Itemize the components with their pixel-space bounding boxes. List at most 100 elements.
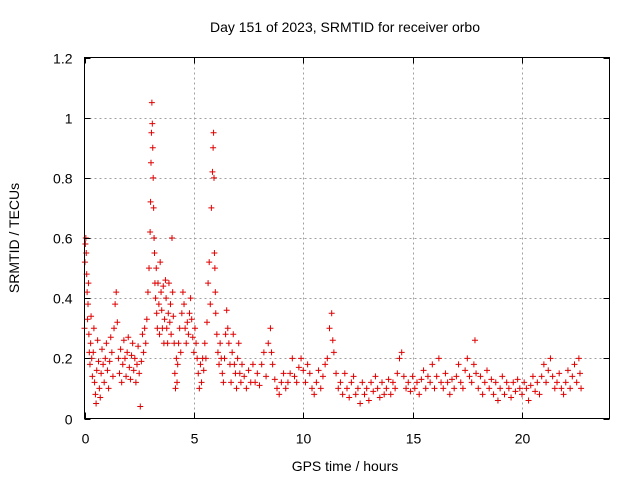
data-point: [108, 349, 115, 356]
data-point: [352, 391, 359, 398]
data-point: [514, 376, 521, 383]
data-point: [118, 379, 125, 386]
data-point: [94, 337, 101, 344]
data-point: [551, 385, 558, 392]
data-point: [484, 367, 490, 374]
data-point: [205, 280, 212, 287]
data-point: [158, 307, 165, 314]
data-point: [346, 394, 353, 401]
data-point: [228, 379, 235, 386]
data-point: [554, 379, 560, 386]
data-point: [313, 379, 320, 386]
data-point: [93, 400, 100, 407]
data-point: [208, 204, 215, 211]
data-point: [525, 397, 532, 404]
data-point: [183, 340, 190, 347]
data-point: [196, 385, 203, 392]
data-point: [194, 355, 201, 362]
data-point: [291, 373, 298, 380]
data-point: [501, 391, 508, 398]
data-point: [119, 361, 126, 368]
data-point: [363, 385, 370, 392]
data-point: [164, 340, 171, 347]
data-point: [120, 337, 127, 344]
data-point: [85, 280, 92, 287]
data-point: [523, 385, 530, 392]
data-point: [182, 325, 189, 332]
data-point: [171, 370, 178, 377]
data-point: [486, 385, 493, 392]
data-point: [212, 310, 219, 317]
data-point: [540, 361, 547, 368]
data-point: [153, 265, 160, 272]
data-point: [361, 391, 368, 398]
data-point: [575, 355, 582, 362]
data-point: [162, 277, 169, 284]
data-point: [503, 379, 510, 386]
data-point: [85, 301, 91, 308]
data-point: [459, 385, 466, 392]
data-point: [567, 385, 574, 392]
data-point: [471, 337, 478, 344]
data-point: [260, 349, 267, 356]
data-point: [148, 129, 155, 136]
data-point: [96, 385, 103, 392]
data-point: [117, 346, 124, 353]
data-point: [157, 259, 164, 266]
data-point: [302, 379, 309, 386]
data-point: [241, 373, 248, 380]
data-point: [324, 355, 331, 362]
data-point: [211, 265, 218, 272]
data-point: [197, 361, 204, 368]
data-point: [254, 370, 261, 377]
data-point: [213, 331, 220, 338]
data-point: [111, 325, 118, 332]
data-point: [499, 373, 506, 380]
data-point: [127, 376, 134, 383]
data-point: [105, 385, 112, 392]
data-point: [330, 349, 337, 356]
data-point: [385, 376, 392, 383]
data-point: [481, 379, 488, 386]
data-point: [201, 340, 208, 347]
data-point: [512, 388, 519, 395]
data-point: [455, 361, 462, 368]
data-point: [170, 313, 177, 320]
data-point: [252, 379, 259, 386]
data-point: [149, 144, 156, 151]
data-point: [125, 334, 132, 341]
data-point: [407, 388, 414, 395]
data-point: [132, 379, 139, 386]
y-tick-label: 0.4: [53, 291, 73, 307]
data-point: [516, 385, 523, 392]
data-point: [184, 319, 191, 326]
data-point: [210, 129, 217, 136]
data-point: [268, 349, 275, 356]
data-point: [195, 370, 202, 377]
data-point: [90, 349, 97, 356]
data-point: [177, 349, 184, 356]
data-point: [230, 331, 237, 338]
data-point: [282, 385, 289, 392]
data-point: [112, 301, 119, 308]
data-point: [422, 385, 429, 392]
chart-title: Day 151 of 2023, SRMTID for receiver orb…: [210, 19, 480, 35]
data-point: [545, 367, 552, 374]
data-point: [82, 241, 89, 248]
data-point: [175, 340, 182, 347]
data-point: [573, 379, 580, 386]
y-axis-label: SRMTID / TECUs: [6, 183, 22, 293]
data-point: [166, 319, 173, 326]
data-point: [219, 370, 226, 377]
data-point: [258, 361, 265, 368]
data-point: [326, 325, 333, 332]
data-point: [357, 400, 364, 407]
data-point: [100, 361, 107, 368]
data-point: [181, 301, 188, 308]
data-point: [527, 382, 534, 389]
data-point: [289, 355, 296, 362]
data-point: [365, 397, 372, 404]
data-point: [274, 385, 280, 392]
data-point: [256, 382, 263, 389]
data-point: [188, 316, 195, 323]
